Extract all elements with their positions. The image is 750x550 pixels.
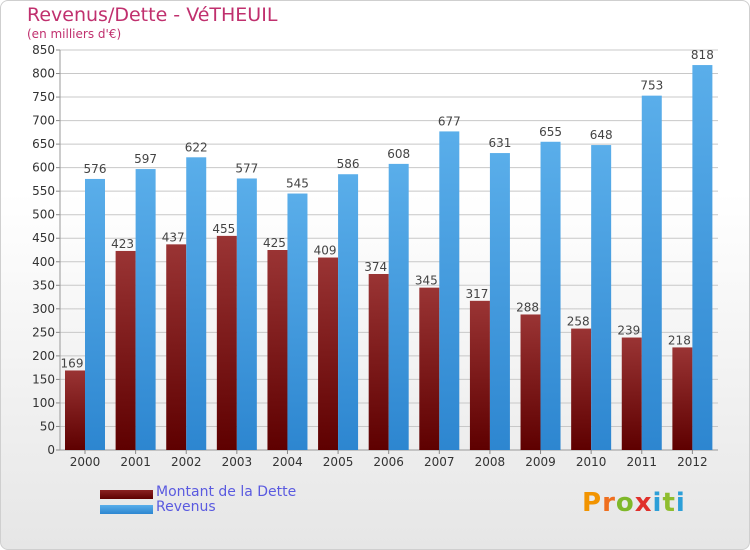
y-tick-label: 850 bbox=[32, 43, 55, 57]
x-tick-label: 2002 bbox=[171, 455, 202, 469]
bar-revenus bbox=[388, 163, 409, 450]
y-tick-label: 50 bbox=[40, 419, 55, 433]
data-label-revenus: 545 bbox=[286, 177, 309, 191]
data-label-dette: 374 bbox=[364, 260, 387, 274]
bar-revenus bbox=[287, 193, 308, 450]
data-label-revenus: 818 bbox=[691, 48, 714, 62]
data-label-dette: 437 bbox=[162, 230, 185, 244]
bar-dette bbox=[318, 257, 339, 450]
x-tick-label: 2008 bbox=[475, 455, 506, 469]
data-label-dette: 169 bbox=[61, 356, 84, 370]
data-label-dette: 345 bbox=[415, 274, 438, 288]
bar-revenus bbox=[641, 95, 662, 450]
legend-swatch-revenus bbox=[100, 505, 153, 514]
bar-revenus bbox=[135, 169, 156, 450]
data-label-dette: 423 bbox=[111, 237, 134, 251]
legend-label-dette: Montant de la Dette bbox=[156, 484, 297, 500]
x-tick-label: 2009 bbox=[525, 455, 556, 469]
y-tick-label: 800 bbox=[32, 67, 55, 81]
y-tick-label: 100 bbox=[32, 396, 55, 410]
x-tick-label: 2010 bbox=[576, 455, 607, 469]
bar-dette bbox=[621, 337, 642, 450]
bar-revenus bbox=[489, 153, 510, 450]
y-tick-label: 150 bbox=[32, 372, 55, 386]
data-label-dette: 409 bbox=[314, 244, 337, 258]
x-tick-label: 2012 bbox=[677, 455, 708, 469]
data-label-revenus: 576 bbox=[84, 162, 107, 176]
y-tick-label: 450 bbox=[32, 231, 55, 245]
x-tick-label: 2006 bbox=[373, 455, 404, 469]
y-tick-label: 750 bbox=[32, 90, 55, 104]
data-label-dette: 317 bbox=[465, 287, 488, 301]
chart-subtitle: (en milliers d'€) bbox=[27, 27, 122, 41]
y-tick-label: 0 bbox=[47, 443, 55, 457]
data-label-revenus: 677 bbox=[438, 114, 461, 128]
y-tick-label: 650 bbox=[32, 137, 55, 151]
legend-label-revenus: Revenus bbox=[156, 499, 216, 515]
y-tick-label: 600 bbox=[32, 161, 55, 175]
x-tick-label: 2000 bbox=[70, 455, 101, 469]
y-tick-label: 550 bbox=[32, 184, 55, 198]
data-label-revenus: 631 bbox=[488, 136, 511, 150]
bar-revenus bbox=[439, 131, 460, 451]
y-tick-label: 300 bbox=[32, 302, 55, 316]
y-tick-label: 500 bbox=[32, 208, 55, 222]
bar-dette bbox=[520, 314, 541, 450]
y-tick-label: 700 bbox=[32, 114, 55, 128]
data-label-dette: 258 bbox=[567, 315, 590, 329]
bar-dette bbox=[368, 274, 389, 450]
data-label-revenus: 608 bbox=[387, 147, 410, 161]
bar-revenus bbox=[540, 141, 561, 450]
bar-dette bbox=[216, 235, 237, 450]
data-label-revenus: 577 bbox=[235, 161, 258, 175]
x-tick-label: 2004 bbox=[272, 455, 303, 469]
data-label-dette: 455 bbox=[212, 222, 235, 236]
bar-dette bbox=[115, 250, 136, 450]
bar-revenus bbox=[236, 178, 257, 450]
bar-revenus bbox=[338, 174, 359, 450]
bar-dette bbox=[672, 347, 693, 450]
bar-revenus bbox=[85, 178, 105, 451]
x-tick-label: 2001 bbox=[120, 455, 151, 469]
x-tick-label: 2005 bbox=[323, 455, 354, 469]
bar-dette bbox=[267, 250, 288, 450]
data-label-revenus: 648 bbox=[590, 128, 613, 142]
x-tick-label: 2011 bbox=[626, 455, 657, 469]
bar-dette bbox=[65, 370, 85, 450]
y-tick-label: 250 bbox=[32, 325, 55, 339]
bar-dette bbox=[571, 328, 592, 450]
chart-title: Revenus/Dette - VéTHEUIL bbox=[27, 4, 278, 26]
y-tick-label: 200 bbox=[32, 349, 55, 363]
legend-swatch-dette bbox=[100, 490, 153, 499]
y-tick-label: 400 bbox=[32, 255, 55, 269]
bar-revenus bbox=[186, 157, 207, 450]
y-tick-label: 350 bbox=[32, 278, 55, 292]
bar-revenus bbox=[591, 145, 612, 450]
data-label-revenus: 622 bbox=[185, 140, 208, 154]
bar-revenus bbox=[692, 65, 713, 450]
bar-dette bbox=[469, 300, 490, 450]
x-tick-label: 2007 bbox=[424, 455, 455, 469]
data-label-revenus: 655 bbox=[539, 125, 562, 139]
data-label-dette: 425 bbox=[263, 236, 286, 250]
data-label-revenus: 753 bbox=[640, 79, 663, 93]
bar-dette bbox=[166, 244, 187, 450]
data-label-revenus: 586 bbox=[337, 157, 360, 171]
data-label-dette: 239 bbox=[617, 324, 640, 338]
x-tick-label: 2003 bbox=[222, 455, 253, 469]
proxiti-logo: Proxiti bbox=[582, 488, 686, 518]
bar-dette bbox=[419, 287, 440, 450]
data-label-dette: 288 bbox=[516, 300, 539, 314]
data-label-dette: 218 bbox=[668, 333, 691, 347]
data-label-revenus: 597 bbox=[134, 152, 157, 166]
